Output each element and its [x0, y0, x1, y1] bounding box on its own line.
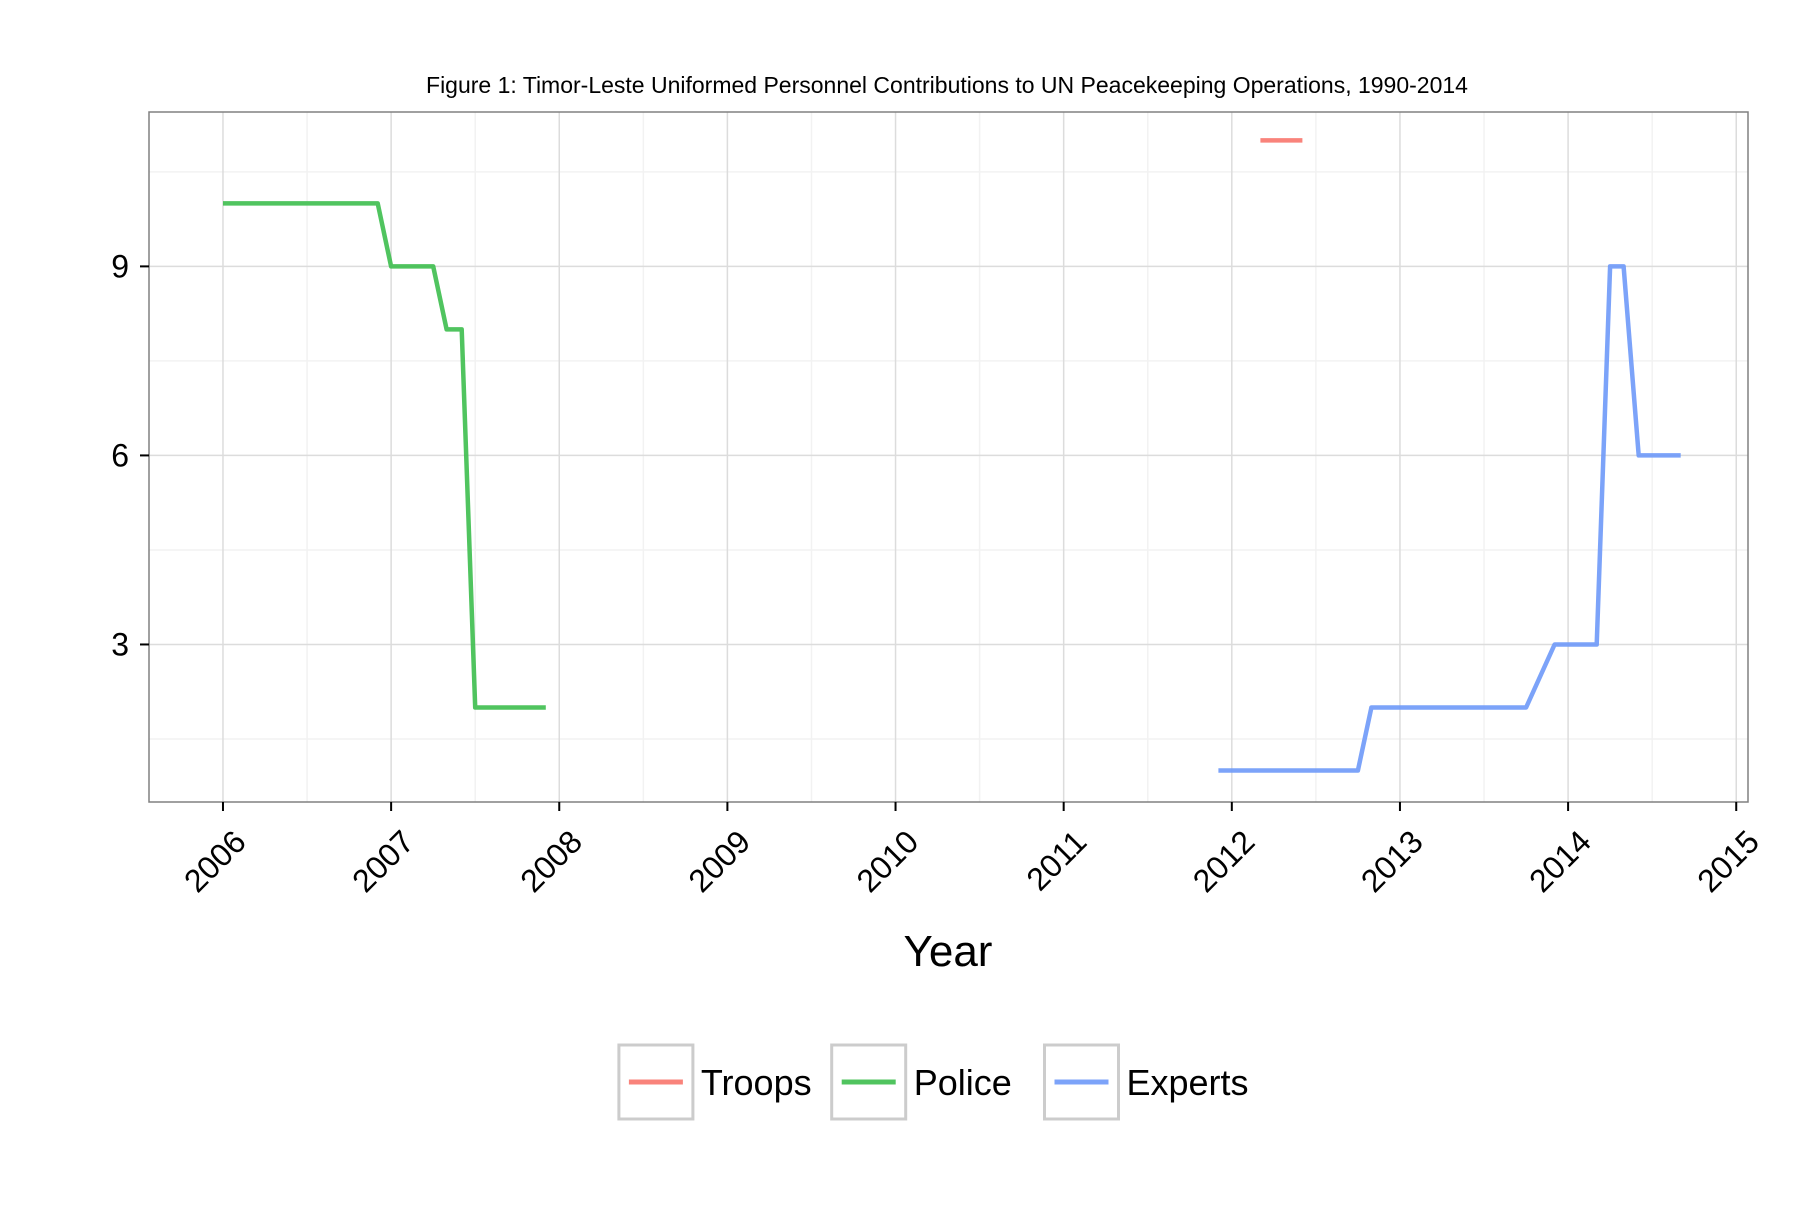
y-tick-label: 6	[111, 437, 129, 473]
series-line-experts	[1218, 264, 1681, 773]
grid-layer	[149, 112, 1748, 802]
y-tick-label: 3	[111, 626, 129, 662]
legend-label-experts: Experts	[1127, 1062, 1249, 1103]
y-tick-label: 9	[111, 248, 129, 284]
chart-title: Figure 1: Timor-Leste Uniformed Personne…	[426, 72, 1468, 98]
legend: Troops Police Experts	[617, 1043, 1249, 1121]
plot-panel-border	[148, 111, 1749, 803]
legend-label-troops: Troops	[701, 1062, 812, 1103]
x-axis-title: Year	[904, 927, 993, 976]
legend-label-police: Police	[914, 1062, 1012, 1103]
series-layer	[223, 138, 1681, 773]
series-line-police	[223, 201, 546, 710]
